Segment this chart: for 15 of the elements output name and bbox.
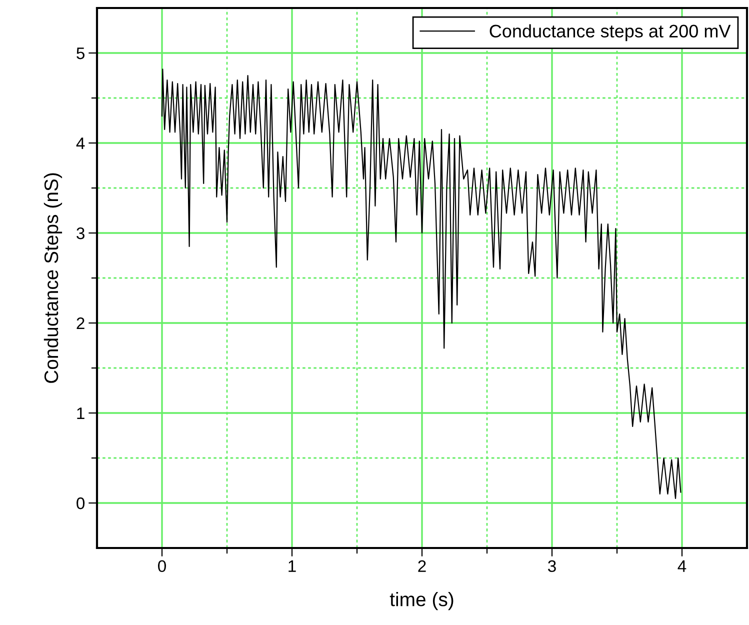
y-tick-label: 5 (76, 48, 84, 60)
y-tick-label: 0 (76, 497, 85, 510)
y-tick-label: 4 (76, 138, 85, 150)
line-series (161, 68, 682, 500)
legend-label: Conductance steps at 200 mV (490, 24, 731, 42)
y-tick-label: 1 (77, 408, 84, 420)
x-tick-label: 3 (548, 560, 556, 572)
y-tick-label: 2 (76, 317, 84, 330)
y-tick-label: 3 (76, 227, 84, 240)
x-tick-label: 4 (678, 560, 686, 572)
y-axis-title: Conductance Steps (nS) (44, 173, 62, 383)
x-tick-label: 1 (288, 560, 296, 572)
x-tick-label: 2 (418, 560, 426, 572)
x-tick-label: 0 (158, 560, 166, 572)
x-axis-title: time (s) (390, 592, 454, 610)
